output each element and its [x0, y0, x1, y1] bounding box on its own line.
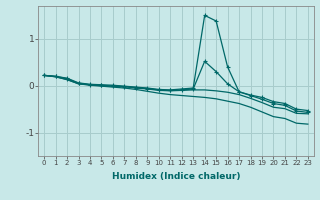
X-axis label: Humidex (Indice chaleur): Humidex (Indice chaleur) [112, 172, 240, 181]
